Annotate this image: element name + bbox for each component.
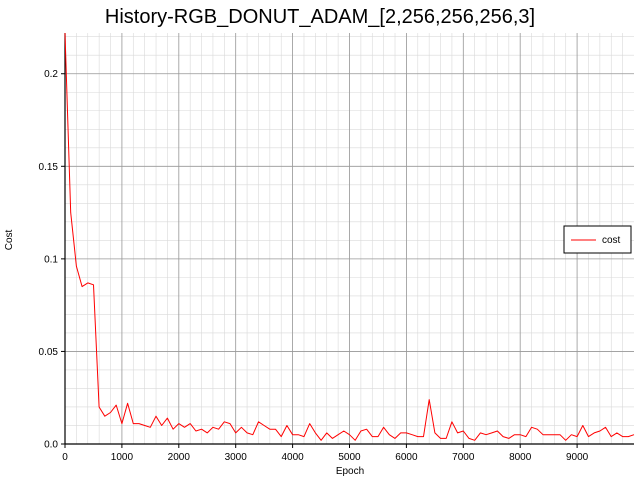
series-layer [64,32,635,441]
chart-title: History-RGB_DONUT_ADAM_[2,256,256,256,3] [104,6,536,28]
x-tick-label: 4000 [281,452,304,463]
y-tick-label: 0.05 [39,347,59,358]
x-tick-label: 0 [62,452,68,463]
y-tick-label: 0.2 [44,69,58,80]
y-tick-label: 0.1 [44,254,58,265]
x-tick-label: 6000 [395,452,418,463]
x-tick-label: 8000 [509,452,532,463]
y-axis-label: Cost [4,229,15,250]
x-axis-ticks: 0 1000 2000 3000 4000 5000 6000 7000 8000 9000 [62,444,589,463]
x-axis-label: Epoch [336,466,364,477]
series-line-cost [64,32,635,441]
x-tick-label: 1000 [111,452,134,463]
y-tick-label: 0.15 [39,162,59,173]
y-tick-label: 0.0 [44,440,58,451]
major-grid [65,33,634,444]
x-tick-label: 5000 [338,452,361,463]
legend-label-cost: cost [602,235,621,246]
x-tick-label: 2000 [168,452,191,463]
x-tick-label: 9000 [566,452,589,463]
legend: cost [563,225,632,254]
x-tick-label: 3000 [225,452,248,463]
x-tick-label: 7000 [452,452,475,463]
y-axis-ticks: 0.0 0.05 0.1 0.15 0.2 [39,69,65,451]
